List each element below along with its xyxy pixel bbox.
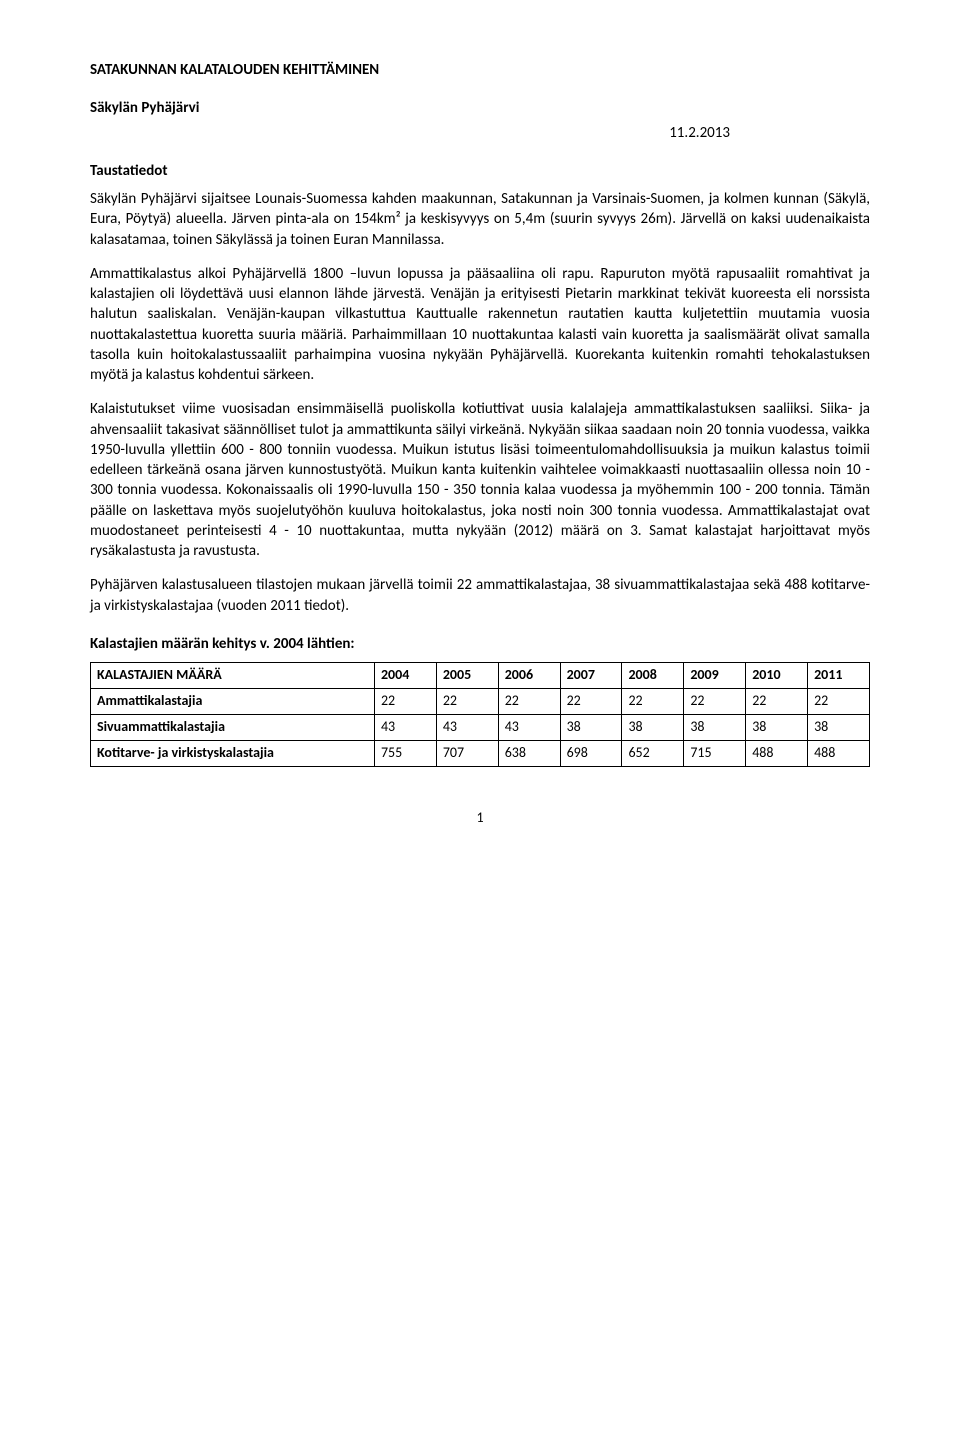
col-header: 2009: [684, 663, 746, 689]
main-title: SATAKUNNAN KALATALOUDEN KEHITTÄMINEN: [90, 60, 870, 80]
col-header: 2005: [436, 663, 498, 689]
cell: 43: [498, 714, 560, 740]
cell: 488: [808, 740, 870, 766]
table-row: Kotitarve- ja virkistyskalastajia 755 70…: [91, 740, 870, 766]
col-header: 2010: [746, 663, 808, 689]
paragraph-1: Säkylän Pyhäjärvi sijaitsee Lounais-Suom…: [90, 189, 870, 250]
col-header: 2011: [808, 663, 870, 689]
cell: 22: [560, 688, 622, 714]
cell: 707: [436, 740, 498, 766]
paragraph-2: Ammattikalastus alkoi Pyhäjärvellä 1800 …: [90, 264, 870, 386]
cell: 652: [622, 740, 684, 766]
col-header: KALASTAJIEN MÄÄRÄ: [91, 663, 375, 689]
cell: 22: [808, 688, 870, 714]
row-label: Kotitarve- ja virkistyskalastajia: [91, 740, 375, 766]
cell: 22: [684, 688, 746, 714]
table-header-row: KALASTAJIEN MÄÄRÄ 2004 2005 2006 2007 20…: [91, 663, 870, 689]
col-header: 2004: [374, 663, 436, 689]
cell: 43: [374, 714, 436, 740]
page-number: 1: [90, 809, 870, 828]
cell: 22: [436, 688, 498, 714]
fishermen-count-table: KALASTAJIEN MÄÄRÄ 2004 2005 2006 2007 20…: [90, 662, 870, 767]
row-label: Ammattikalastajia: [91, 688, 375, 714]
subtitle: Säkylän Pyhäjärvi: [90, 98, 870, 118]
cell: 43: [436, 714, 498, 740]
cell: 715: [684, 740, 746, 766]
cell: 22: [746, 688, 808, 714]
cell: 22: [374, 688, 436, 714]
paragraph-4: Pyhäjärven kalastusalueen tilastojen muk…: [90, 575, 870, 616]
row-label: Sivuammattikalastajia: [91, 714, 375, 740]
cell: 38: [684, 714, 746, 740]
cell: 22: [622, 688, 684, 714]
table-heading: Kalastajien määrän kehitys v. 2004 lähti…: [90, 634, 870, 654]
cell: 755: [374, 740, 436, 766]
cell: 38: [808, 714, 870, 740]
cell: 488: [746, 740, 808, 766]
table-row: Ammattikalastajia 22 22 22 22 22 22 22 2…: [91, 688, 870, 714]
cell: 22: [498, 688, 560, 714]
col-header: 2008: [622, 663, 684, 689]
col-header: 2006: [498, 663, 560, 689]
section-heading: Taustatiedot: [90, 161, 870, 181]
document-date: 11.2.2013: [90, 123, 870, 143]
cell: 698: [560, 740, 622, 766]
table-row: Sivuammattikalastajia 43 43 43 38 38 38 …: [91, 714, 870, 740]
cell: 638: [498, 740, 560, 766]
col-header: 2007: [560, 663, 622, 689]
paragraph-3: Kalaistutukset viime vuosisadan ensimmäi…: [90, 399, 870, 561]
cell: 38: [560, 714, 622, 740]
cell: 38: [622, 714, 684, 740]
cell: 38: [746, 714, 808, 740]
